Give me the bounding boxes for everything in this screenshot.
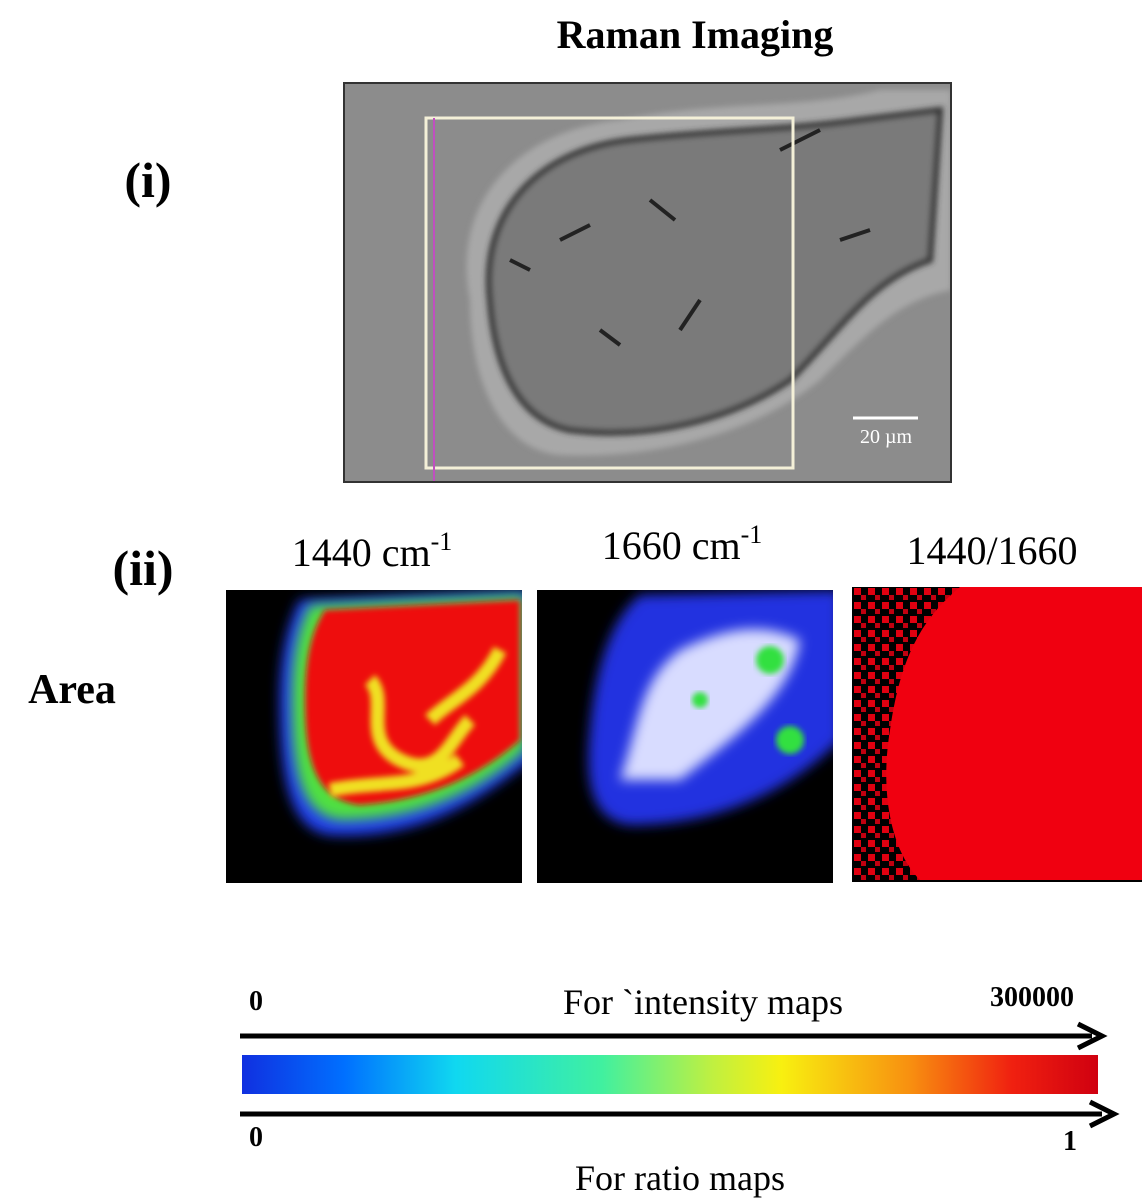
ratio-min: 0 (249, 1122, 263, 1153)
superscript: -1 (741, 520, 763, 549)
ratio-caption: For ratio maps (575, 1158, 785, 1198)
map-title: 1660 cm-1 (602, 520, 763, 568)
colorbar (242, 1055, 1098, 1094)
map-1660 (537, 590, 840, 883)
figure: Raman Imaging (i) 20 µm (ii) Area 1440 c… (0, 0, 1142, 1203)
map-title-text: 1660 cm (602, 523, 741, 568)
colorbar-max: 300000 (990, 982, 1074, 1013)
micrograph: 20 µm (344, 83, 951, 482)
scale-bar-label: 20 µm (860, 426, 913, 448)
ratio-max: 1 (1063, 1126, 1077, 1157)
map-title: 1440/1660 (906, 528, 1077, 573)
map-ratio (852, 587, 1142, 882)
colorbar-min: 0 (249, 986, 263, 1017)
row-label: Area (28, 667, 116, 713)
superscript: -1 (431, 527, 453, 556)
colorbar-caption: For `intensity maps (563, 982, 843, 1022)
map-title-text: 1440 cm (292, 530, 431, 575)
map-1440 (226, 590, 530, 883)
panel-label: (i) (124, 152, 171, 208)
panel-label: (ii) (112, 540, 173, 596)
title: Raman Imaging (557, 12, 834, 57)
map-title: 1440 cm-1 (292, 527, 453, 575)
